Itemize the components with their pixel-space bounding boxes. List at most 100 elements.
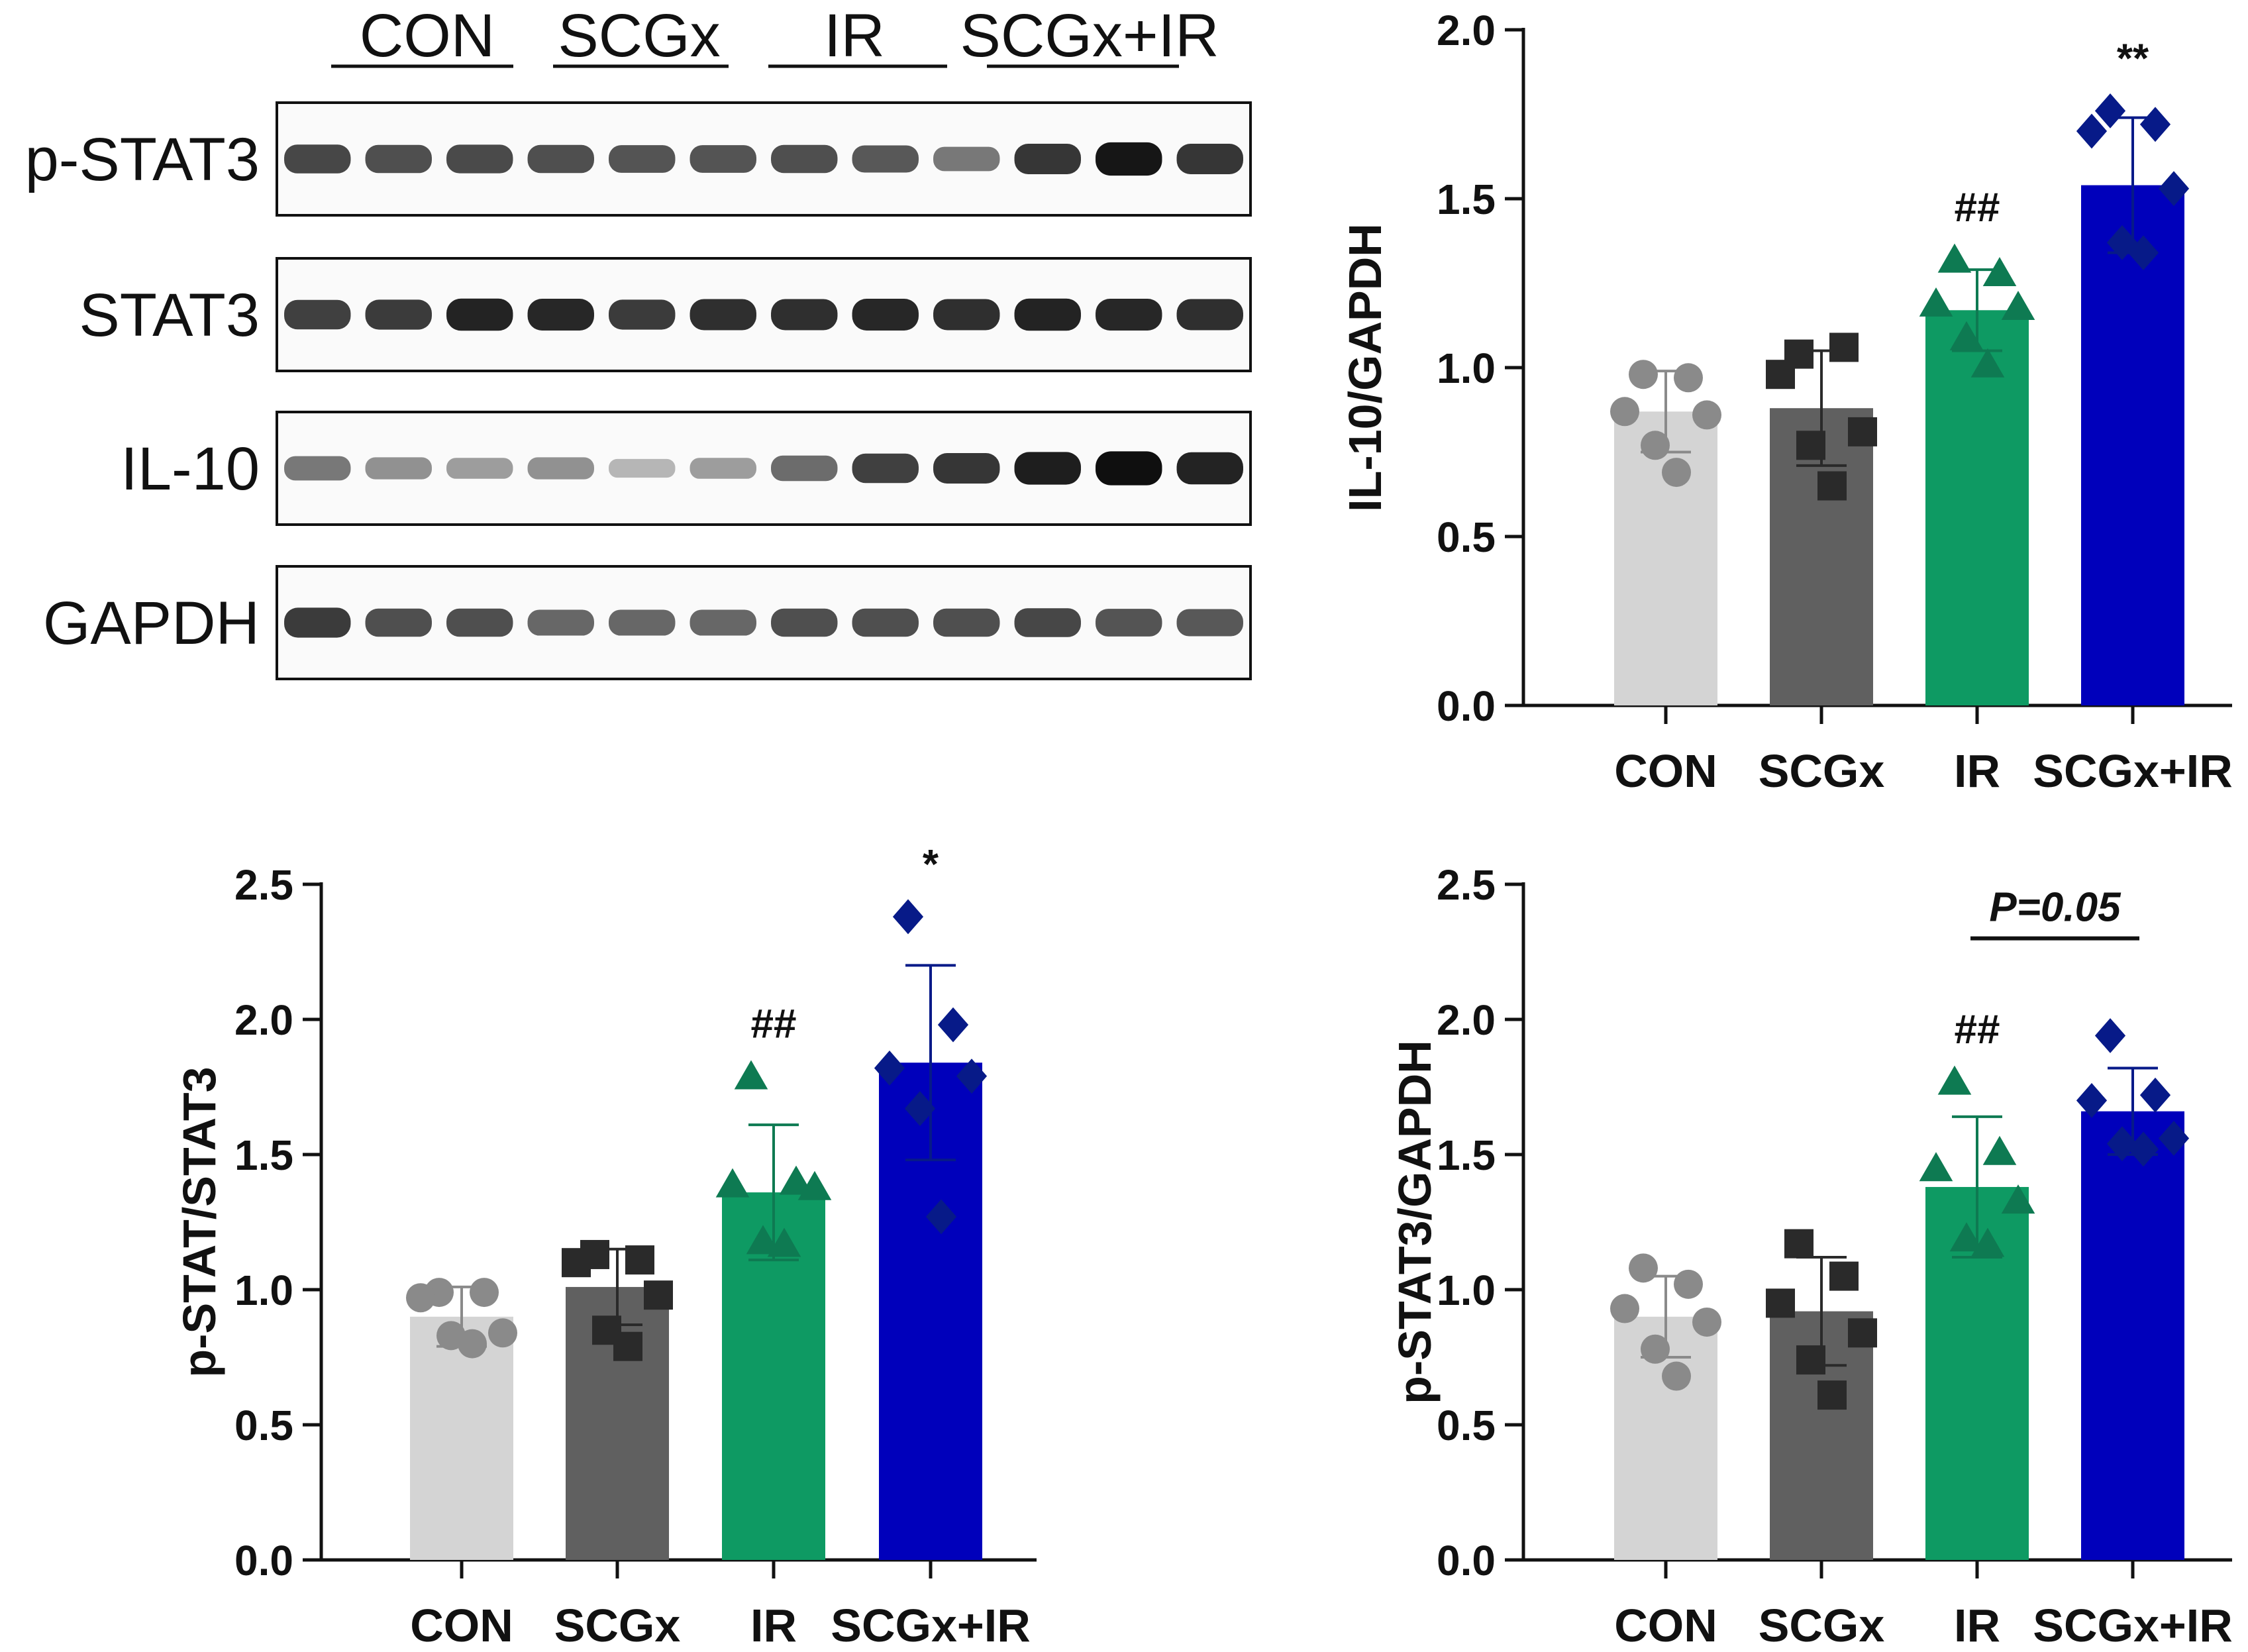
bar-scgx-ir <box>2081 1111 2184 1560</box>
blot-band <box>1014 298 1081 331</box>
data-point-triangle <box>767 1227 801 1257</box>
blot-band <box>771 608 838 637</box>
blot-band <box>1176 452 1243 485</box>
data-point-square <box>1829 333 1859 362</box>
significance-mark: ** <box>2117 36 2149 81</box>
data-point-square <box>562 1248 591 1278</box>
blot-band <box>446 458 513 479</box>
blot-band <box>284 299 351 330</box>
data-point-triangle <box>1919 1152 1953 1182</box>
data-point-circle <box>1674 1269 1703 1299</box>
significance-mark: ## <box>1955 185 2000 231</box>
data-point-circle <box>1692 1307 1721 1337</box>
data-point-triangle <box>1949 321 1984 350</box>
data-point-diamond <box>2127 1131 2159 1167</box>
data-point-triangle <box>715 1168 750 1198</box>
y-axis-title: p-STAT/STAT3 <box>174 1066 225 1377</box>
data-point-circle <box>1674 363 1703 393</box>
blot-band <box>933 146 1000 172</box>
data-point-circle <box>1641 431 1670 460</box>
x-category-label: SCGx <box>1759 1600 1885 1651</box>
data-point-square <box>1829 1261 1859 1291</box>
blot-band <box>1096 609 1162 637</box>
x-category-label: CON <box>1614 1600 1717 1651</box>
y-tick-label: 1.0 <box>234 1266 293 1314</box>
y-tick-label: 0.0 <box>1437 682 1496 730</box>
blot-band <box>771 299 838 331</box>
blot-row-label: GAPDH <box>43 590 260 657</box>
y-tick-label: 1.5 <box>1437 1131 1496 1179</box>
data-point-triangle <box>797 1170 832 1200</box>
y-tick-label: 2.5 <box>234 861 293 909</box>
data-point-triangle <box>1937 1065 1972 1095</box>
data-point-triangle <box>779 1165 813 1195</box>
data-point-circle <box>1662 458 1691 488</box>
data-point-triangle <box>1970 1227 2005 1257</box>
data-point-circle <box>1610 1294 1639 1323</box>
x-category-label: IR <box>1954 1600 2000 1651</box>
blot-band <box>284 456 351 481</box>
blot-band <box>365 299 432 330</box>
data-point-triangle <box>746 1225 780 1255</box>
data-point-square <box>1766 1288 1795 1318</box>
x-category-label: SCGx+IR <box>831 1600 1031 1651</box>
data-point-triangle <box>1982 257 2017 286</box>
significance-mark: ## <box>1955 1007 2000 1053</box>
data-point-diamond <box>2158 171 2190 207</box>
data-point-triangle <box>1919 287 1953 317</box>
data-point-square <box>1796 431 1825 460</box>
blot-band <box>365 144 432 174</box>
blot-band <box>284 607 351 638</box>
blot-band <box>1014 452 1081 485</box>
blot-row-label: IL-10 <box>121 435 260 503</box>
blot-band <box>690 458 756 479</box>
data-point-triangle <box>1982 1135 2017 1165</box>
data-point-triangle <box>1937 243 1972 273</box>
blot-band <box>609 458 676 478</box>
bar-con <box>410 1316 513 1560</box>
data-point-diamond <box>937 1007 969 1043</box>
blot-band <box>1176 609 1243 637</box>
blot-band <box>446 298 513 331</box>
blot-membrane <box>276 411 1252 526</box>
x-category-label: SCGx+IR <box>2033 1600 2233 1651</box>
blot-band <box>365 457 432 480</box>
blot-band <box>933 453 1000 484</box>
blot-band <box>609 145 676 173</box>
data-point-diamond <box>2094 93 2126 129</box>
blot-band <box>609 609 676 636</box>
blot-band <box>1096 451 1162 486</box>
data-point-square <box>1796 1345 1825 1375</box>
blot-band <box>852 299 919 331</box>
data-point-diamond <box>2076 1083 2108 1118</box>
blot-group-label: IR <box>824 2 885 70</box>
blot-band <box>365 608 432 637</box>
data-point-circle <box>1641 1334 1670 1364</box>
blot-band <box>1014 608 1081 637</box>
y-tick-label: 2.0 <box>1437 7 1496 54</box>
data-point-diamond <box>2076 113 2108 149</box>
data-point-circle <box>1692 400 1721 430</box>
blot-membrane <box>276 565 1252 680</box>
y-tick-label: 2.5 <box>1437 861 1496 909</box>
blot-band <box>527 457 594 480</box>
comparison-p-value: P=0.05 <box>1989 885 2121 931</box>
data-point-diamond <box>2139 1077 2171 1113</box>
data-point-circle <box>406 1283 435 1313</box>
blot-membrane <box>276 101 1252 217</box>
blot-band <box>527 609 594 636</box>
data-point-square <box>1817 471 1847 501</box>
data-point-square <box>1784 1229 1814 1259</box>
y-tick-label: 0.5 <box>1437 1402 1496 1449</box>
blot-band <box>1176 299 1243 331</box>
y-tick-label: 0.0 <box>1437 1537 1496 1584</box>
data-point-square <box>644 1280 673 1310</box>
y-tick-label: 1.5 <box>1437 176 1496 223</box>
data-point-circle <box>1662 1361 1691 1391</box>
data-point-diamond <box>2127 235 2159 270</box>
bar-scgx-ir <box>2081 185 2184 706</box>
x-category-label: IR <box>1954 745 2000 797</box>
blot-membrane <box>276 257 1252 372</box>
data-point-square <box>625 1245 654 1275</box>
